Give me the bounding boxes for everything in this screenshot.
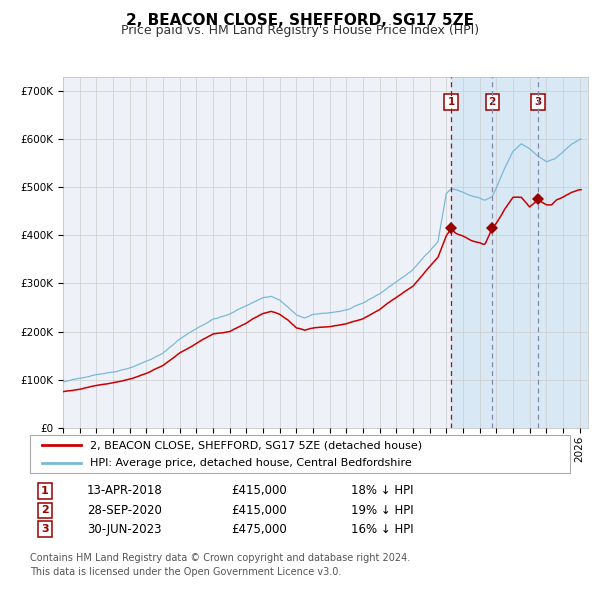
Bar xyxy=(538,77,588,428)
Bar xyxy=(451,77,492,428)
Text: 13-APR-2018: 13-APR-2018 xyxy=(87,484,163,497)
Bar xyxy=(492,77,538,428)
Text: £415,000: £415,000 xyxy=(231,504,287,517)
Text: 30-JUN-2023: 30-JUN-2023 xyxy=(87,523,161,536)
Text: HPI: Average price, detached house, Central Bedfordshire: HPI: Average price, detached house, Cent… xyxy=(90,458,412,468)
Text: 18% ↓ HPI: 18% ↓ HPI xyxy=(351,484,413,497)
Text: 28-SEP-2020: 28-SEP-2020 xyxy=(87,504,162,517)
Text: 2, BEACON CLOSE, SHEFFORD, SG17 5ZE: 2, BEACON CLOSE, SHEFFORD, SG17 5ZE xyxy=(126,13,474,28)
Text: Price paid vs. HM Land Registry's House Price Index (HPI): Price paid vs. HM Land Registry's House … xyxy=(121,24,479,37)
Text: 2: 2 xyxy=(488,97,496,107)
Text: 1: 1 xyxy=(41,486,49,496)
Text: 2, BEACON CLOSE, SHEFFORD, SG17 5ZE (detached house): 2, BEACON CLOSE, SHEFFORD, SG17 5ZE (det… xyxy=(90,440,422,450)
Text: £415,000: £415,000 xyxy=(231,484,287,497)
Text: 2: 2 xyxy=(41,506,49,515)
Text: 16% ↓ HPI: 16% ↓ HPI xyxy=(351,523,413,536)
Text: 1: 1 xyxy=(448,97,455,107)
Text: 3: 3 xyxy=(535,97,542,107)
Text: 19% ↓ HPI: 19% ↓ HPI xyxy=(351,504,413,517)
Text: 3: 3 xyxy=(41,525,49,534)
Text: Contains HM Land Registry data © Crown copyright and database right 2024.
This d: Contains HM Land Registry data © Crown c… xyxy=(30,553,410,576)
Text: £475,000: £475,000 xyxy=(231,523,287,536)
